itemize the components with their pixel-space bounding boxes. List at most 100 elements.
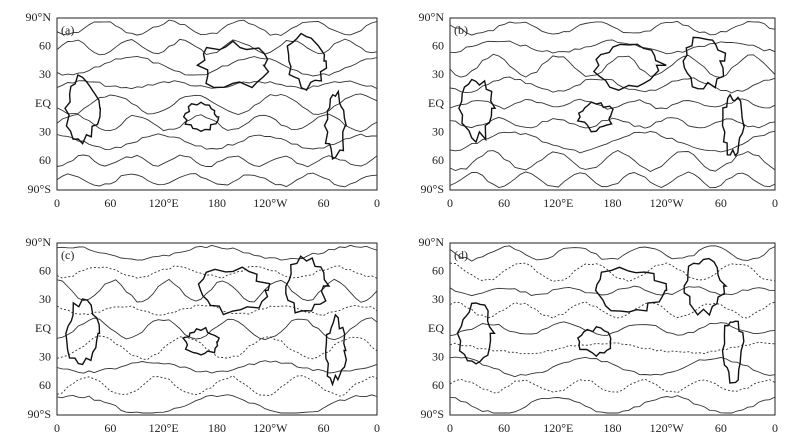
contour-line: [56, 244, 378, 261]
contour-line: [56, 304, 378, 316]
contour-line: [449, 116, 776, 129]
x-axis-label: 60: [498, 196, 510, 210]
contour-line: [56, 394, 378, 414]
contour-line: [449, 171, 776, 189]
y-axis-label: 90°N: [26, 10, 52, 24]
coastline: [195, 40, 270, 89]
y-axis-label: 90°N: [419, 235, 445, 249]
coastline: [456, 302, 496, 365]
coastline: [683, 257, 728, 317]
coastline: [181, 326, 220, 356]
y-axis-label: 30: [39, 349, 51, 363]
contour-line: [56, 55, 378, 77]
x-axis-label: 120°E: [149, 196, 179, 210]
y-axis-label: 30: [432, 292, 444, 306]
map-frame: [56, 17, 378, 191]
y-axis-label: EQ: [428, 96, 444, 110]
contour-line: [56, 278, 378, 303]
x-axis-label: 60: [498, 421, 510, 435]
x-axis-label: 0: [447, 196, 453, 210]
x-axis-label: 120°E: [543, 421, 573, 435]
x-axis-label: 0: [54, 196, 60, 210]
x-axis-label: 120°E: [149, 421, 179, 435]
coastline: [721, 320, 745, 384]
contour-line: [56, 93, 378, 115]
contour-line: [56, 375, 378, 397]
coastline: [721, 93, 746, 157]
coastline: [197, 266, 271, 316]
x-axis-label: 0: [447, 421, 453, 435]
contour-line: [449, 39, 776, 55]
contour-line: [449, 262, 776, 283]
contour-line: [56, 317, 378, 341]
coastline: [324, 313, 348, 387]
y-axis-label: EQ: [35, 96, 51, 110]
y-axis-label: 30: [432, 67, 444, 81]
x-axis-label: 120°W: [253, 196, 288, 210]
x-axis-label: 120°E: [543, 196, 573, 210]
y-axis-label: EQ: [35, 321, 51, 335]
y-axis-label: 90°S: [28, 182, 51, 196]
x-axis-label: 120°W: [253, 421, 288, 435]
contour-line: [449, 378, 776, 394]
x-axis-label: 0: [772, 196, 778, 210]
x-axis-label: 0: [54, 421, 60, 435]
x-axis-label: 0: [374, 196, 380, 210]
coastline: [182, 101, 220, 133]
x-axis-label: 0: [772, 421, 778, 435]
contour-line: [449, 20, 776, 36]
contour-line: [56, 133, 377, 150]
y-axis-label: 30: [432, 124, 444, 138]
x-axis-label: 60: [318, 196, 330, 210]
y-axis-label: 60: [39, 378, 51, 392]
y-axis-label: EQ: [428, 321, 444, 335]
contour-line: [56, 335, 378, 360]
contour-line: [449, 130, 776, 154]
contour-line: [449, 321, 776, 337]
panel-label: (b): [454, 23, 468, 37]
map-frame: [449, 242, 776, 416]
map-frame: [56, 242, 378, 416]
y-axis-label: 60: [432, 38, 444, 52]
contour-line: [56, 360, 378, 374]
contour-line: [449, 285, 776, 297]
y-axis-label: 90°N: [419, 10, 445, 24]
coastline: [576, 101, 614, 133]
x-axis-label: 60: [715, 421, 727, 435]
y-axis-label: 30: [39, 292, 51, 306]
x-axis-label: 180: [604, 421, 622, 435]
coastline: [576, 326, 612, 358]
y-axis-label: 60: [39, 263, 51, 277]
contour-line: [449, 395, 776, 414]
y-axis-label: 60: [432, 263, 444, 277]
y-axis-label: 90°S: [421, 407, 444, 421]
x-axis-label: 120°W: [650, 421, 685, 435]
coastline: [65, 298, 101, 366]
y-axis-label: 30: [39, 67, 51, 81]
contour-line: [56, 154, 378, 168]
y-axis-label: 90°S: [421, 182, 444, 196]
coastline: [682, 36, 727, 90]
y-axis-label: 60: [432, 378, 444, 392]
contour-line: [56, 38, 378, 56]
contour-line: [56, 265, 378, 279]
coastline: [458, 78, 497, 144]
contour-line: [449, 149, 776, 173]
y-axis-label: 60: [39, 153, 51, 167]
coastline: [286, 32, 328, 92]
y-axis-label: 60: [432, 153, 444, 167]
panel-label: (c): [61, 248, 74, 262]
x-axis-label: 120°W: [650, 196, 685, 210]
x-axis-label: 180: [208, 421, 226, 435]
x-axis-label: 60: [715, 196, 727, 210]
coastline: [594, 266, 668, 313]
map-frame: [449, 17, 776, 191]
panel-label: (d): [454, 248, 468, 262]
contour-line: [449, 76, 776, 94]
coastline: [64, 73, 102, 145]
x-axis-label: 60: [104, 196, 116, 210]
